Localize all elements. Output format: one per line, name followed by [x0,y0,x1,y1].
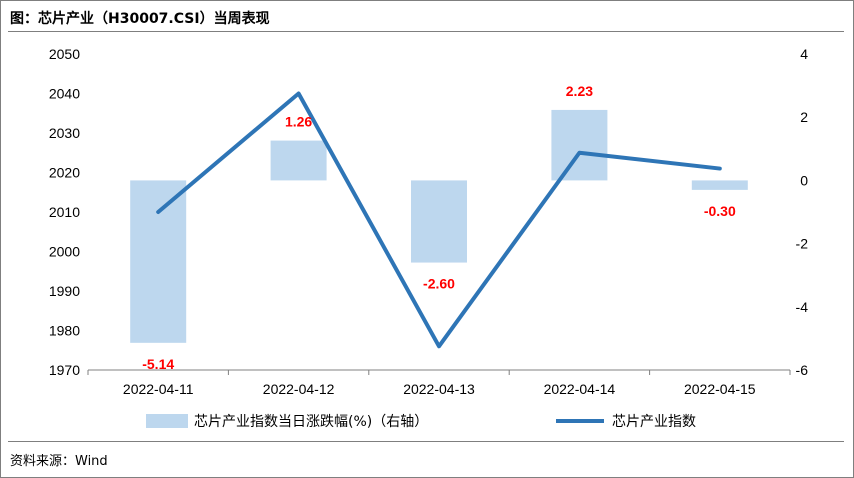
line-point-2022-04-15 [719,168,721,170]
legend-bar-label: 芯片产业指数当日涨跌幅(%)（右轴） [194,414,428,430]
line-point-2022-04-13 [438,345,440,347]
y-right-tick-label: 4 [800,46,808,62]
bar-data-label: 2.23 [566,83,593,99]
bar-data-label: 1.26 [285,114,312,130]
y-right-tick-label: -2 [796,236,809,252]
y-right-tick-label: 2 [800,109,808,125]
y-right-tick-label: -4 [796,299,809,315]
y-left-tick-label: 1970 [49,362,80,378]
source-note: 资料来源：Wind [10,454,108,469]
source-divider [8,441,844,442]
bar-data-label: -2.60 [423,276,455,292]
bar-data-label: -5.14 [142,356,174,372]
y-right-tick-label: 0 [800,172,808,188]
y-left-tick-label: 2010 [49,204,80,220]
y-left-tick-label: 2050 [49,46,80,62]
legend-bar-swatch [146,414,188,428]
bar-2022-04-11 [130,180,187,343]
y-left-tick-label: 1980 [49,323,80,339]
y-left-tick-label: 2000 [49,244,80,260]
line-point-2022-04-11 [157,211,159,213]
y-right-tick-label: -6 [796,362,809,378]
bar-2022-04-15 [691,180,748,190]
title-divider [8,31,844,32]
y-left-tick-label: 2030 [49,125,80,141]
line-point-2022-04-12 [298,93,300,94]
bar-2022-04-13 [411,180,467,263]
y-left-tick-label: 2040 [49,86,80,102]
x-tick-label: 2022-04-13 [403,381,475,397]
y-left-tick-label: 2020 [49,165,80,181]
legend-line-label: 芯片产业指数 [612,414,696,430]
y-left-tick-label: 1990 [49,283,80,299]
bar-2022-04-12 [270,140,327,181]
chart-title: 图：芯片产业（H30007.CSI）当周表现 [10,11,270,27]
x-tick-label: 2022-04-11 [123,381,194,397]
bar-data-label: -0.30 [704,203,736,219]
x-tick-label: 2022-04-14 [544,381,616,397]
x-tick-label: 2022-04-12 [263,381,335,397]
bar-2022-04-14 [551,109,608,181]
line-point-2022-04-14 [578,152,580,154]
x-tick-label: 2022-04-15 [684,381,756,397]
